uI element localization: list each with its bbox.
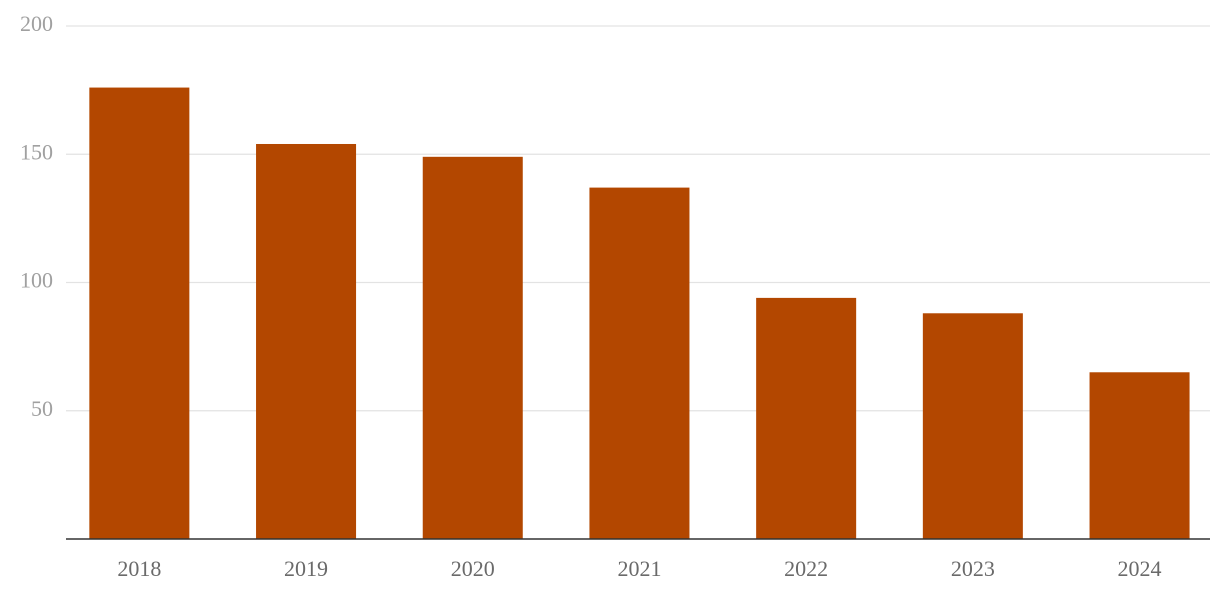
x-tick-label: 2022 [784,556,828,581]
x-tick-label: 2023 [951,556,995,581]
bar [422,156,523,539]
bar [89,87,190,539]
bar [756,297,857,539]
x-tick-label: 2018 [117,556,161,581]
y-tick-label: 100 [20,268,53,293]
x-tick-label: 2024 [1118,556,1162,581]
bar [256,143,357,540]
x-tick-label: 2020 [451,556,495,581]
x-tick-label: 2021 [617,556,661,581]
bar [922,313,1023,539]
y-tick-label: 50 [31,396,53,421]
bar [589,187,690,539]
y-tick-label: 150 [20,139,53,164]
bar [1089,372,1190,539]
x-tick-label: 2019 [284,556,328,581]
y-tick-label: 200 [20,11,53,36]
